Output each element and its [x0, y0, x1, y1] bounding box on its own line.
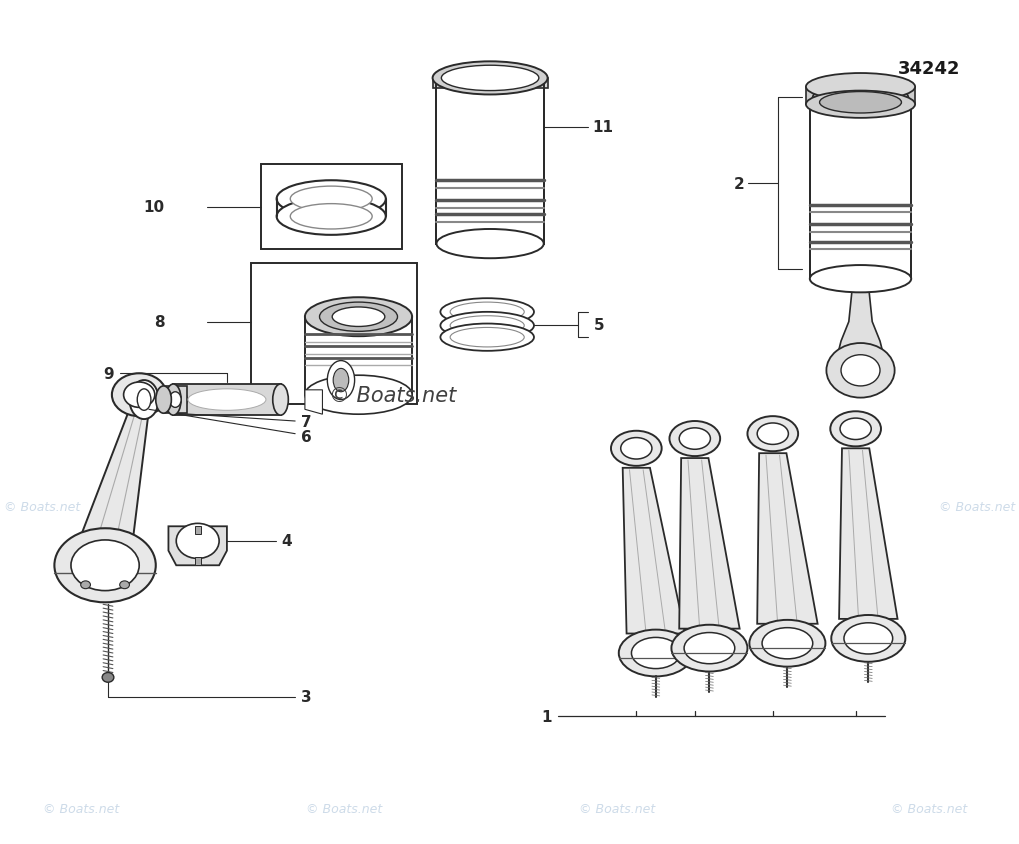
Text: 7: 7 [301, 414, 312, 429]
Ellipse shape [436, 230, 544, 259]
Ellipse shape [164, 387, 186, 414]
Ellipse shape [119, 582, 129, 589]
Text: © Boats.net: © Boats.net [891, 803, 967, 815]
Bar [195, 558, 201, 565]
Polygon shape [173, 385, 280, 416]
Ellipse shape [832, 615, 905, 662]
Ellipse shape [165, 385, 181, 416]
Ellipse shape [441, 66, 539, 91]
Ellipse shape [806, 74, 915, 101]
Ellipse shape [450, 328, 524, 348]
Polygon shape [436, 78, 544, 244]
Polygon shape [810, 102, 911, 279]
Ellipse shape [273, 385, 288, 416]
Ellipse shape [450, 316, 524, 336]
Ellipse shape [826, 344, 895, 398]
Ellipse shape [844, 623, 893, 654]
Ellipse shape [819, 93, 902, 114]
Ellipse shape [71, 540, 140, 591]
Text: 11: 11 [592, 120, 613, 135]
Ellipse shape [440, 299, 534, 326]
Bar [261, 165, 403, 250]
Bar [806, 88, 915, 106]
Text: 6: 6 [301, 430, 312, 445]
Polygon shape [305, 391, 322, 414]
Ellipse shape [187, 389, 266, 411]
Ellipse shape [433, 62, 547, 95]
Polygon shape [433, 78, 547, 89]
Ellipse shape [176, 524, 219, 559]
Ellipse shape [112, 374, 166, 417]
Ellipse shape [54, 528, 156, 603]
Text: 10: 10 [144, 200, 164, 215]
Ellipse shape [276, 181, 386, 218]
Ellipse shape [81, 582, 91, 589]
Ellipse shape [440, 312, 534, 340]
Ellipse shape [276, 198, 386, 235]
Ellipse shape [672, 625, 748, 672]
Ellipse shape [305, 376, 412, 414]
Ellipse shape [333, 369, 348, 392]
Ellipse shape [123, 382, 155, 408]
Ellipse shape [450, 303, 524, 322]
Ellipse shape [611, 431, 661, 466]
Ellipse shape [332, 307, 385, 327]
Ellipse shape [762, 628, 813, 659]
Ellipse shape [841, 355, 880, 387]
Bar [252, 264, 417, 405]
Text: 1: 1 [541, 709, 551, 724]
Text: 2: 2 [734, 176, 745, 192]
Polygon shape [757, 453, 817, 624]
Polygon shape [839, 449, 898, 619]
Ellipse shape [320, 303, 397, 332]
Ellipse shape [102, 673, 114, 683]
Text: 34242: 34242 [898, 60, 960, 78]
Ellipse shape [810, 266, 911, 293]
Text: © Boats.net: © Boats.net [579, 803, 655, 815]
Polygon shape [837, 284, 884, 361]
Ellipse shape [619, 630, 693, 677]
Text: 8: 8 [154, 315, 164, 330]
Text: 4: 4 [281, 533, 292, 549]
Ellipse shape [669, 421, 720, 457]
Ellipse shape [290, 187, 372, 212]
Ellipse shape [840, 419, 871, 440]
Text: © Boats.net: © Boats.net [940, 500, 1016, 514]
Ellipse shape [757, 424, 789, 445]
Text: 3: 3 [301, 690, 312, 705]
Polygon shape [623, 468, 685, 634]
Ellipse shape [138, 389, 151, 411]
Ellipse shape [305, 298, 412, 337]
Bar [195, 527, 201, 534]
Polygon shape [77, 410, 149, 560]
Text: © Boats.net: © Boats.net [4, 500, 79, 514]
Ellipse shape [156, 387, 171, 414]
Text: © Boats.net: © Boats.net [329, 385, 457, 405]
Polygon shape [168, 527, 227, 565]
Ellipse shape [830, 412, 881, 446]
Ellipse shape [632, 638, 681, 668]
Ellipse shape [748, 417, 798, 452]
Ellipse shape [813, 84, 908, 112]
Ellipse shape [169, 392, 181, 408]
Bar [164, 387, 186, 414]
Polygon shape [680, 458, 740, 629]
Ellipse shape [129, 381, 159, 419]
Ellipse shape [806, 91, 915, 119]
Ellipse shape [290, 204, 372, 230]
Ellipse shape [440, 324, 534, 351]
Ellipse shape [684, 633, 735, 664]
Ellipse shape [680, 428, 710, 450]
Ellipse shape [749, 620, 825, 667]
Text: © Boats.net: © Boats.net [43, 803, 119, 815]
Ellipse shape [327, 361, 355, 400]
Text: © Boats.net: © Boats.net [306, 803, 382, 815]
Text: 9: 9 [103, 366, 114, 381]
Ellipse shape [621, 438, 652, 459]
Text: 5: 5 [593, 317, 604, 333]
